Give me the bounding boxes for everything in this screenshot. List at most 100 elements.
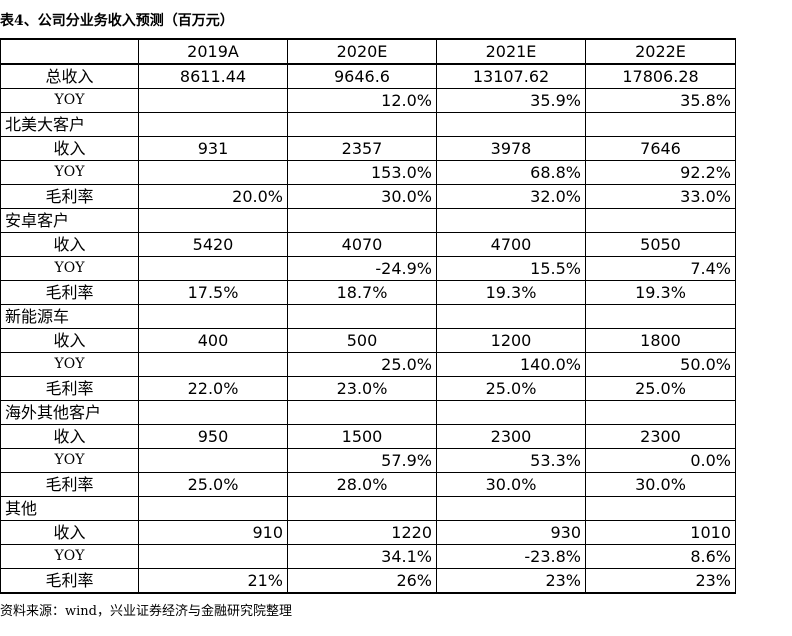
value-cell: 30.0%	[436, 472, 586, 497]
value-cell: 23.0%	[287, 376, 437, 401]
row-label: 总收入	[0, 63, 139, 89]
row-label: 收入	[0, 328, 139, 353]
empty-cell	[287, 112, 437, 137]
row-label: 收入	[0, 424, 139, 449]
row-label: 毛利率	[0, 184, 139, 209]
value-cell: 35.8%	[585, 88, 736, 113]
value-cell: 28.0%	[287, 472, 437, 497]
value-cell: 30.0%	[585, 472, 736, 497]
value-cell: 9646.6	[287, 63, 437, 89]
empty-cell	[138, 496, 288, 521]
value-cell: -23.8%	[436, 544, 586, 569]
table-row: 毛利率 22.0% 23.0% 25.0% 25.0%	[0, 376, 736, 401]
row-label: 毛利率	[0, 568, 139, 594]
value-cell: 33.0%	[585, 184, 736, 209]
row-label: 毛利率	[0, 280, 139, 305]
row-label: YOY	[0, 256, 139, 281]
table-row: 收入 400 500 1200 1800	[0, 328, 736, 353]
header-cell-2022e: 2022E	[585, 38, 736, 65]
row-label: 收入	[0, 136, 139, 161]
value-cell: 26%	[287, 568, 437, 594]
value-cell: 500	[287, 328, 437, 353]
empty-cell	[436, 304, 586, 329]
value-cell: 25.0%	[287, 352, 437, 377]
value-cell	[138, 88, 288, 113]
value-cell: 53.3%	[436, 448, 586, 473]
section-row: 海外其他客户	[0, 400, 736, 425]
value-cell: 153.0%	[287, 160, 437, 185]
empty-cell	[436, 400, 586, 425]
value-cell: 5420	[138, 232, 288, 257]
row-label: 毛利率	[0, 376, 139, 401]
table-row: YOY 153.0% 68.8% 92.2%	[0, 160, 736, 185]
section-label: 新能源车	[0, 304, 139, 329]
empty-cell	[287, 304, 437, 329]
empty-cell	[287, 208, 437, 233]
value-cell: 1800	[585, 328, 736, 353]
value-cell: 7646	[585, 136, 736, 161]
empty-cell	[138, 400, 288, 425]
section-row: 北美大客户	[0, 112, 736, 137]
value-cell: 25.0%	[436, 376, 586, 401]
value-cell: 17.5%	[138, 280, 288, 305]
row-label: YOY	[0, 544, 139, 569]
row-label: 收入	[0, 520, 139, 545]
revenue-forecast-table: 2019A 2020E 2021E 2022E 总收入 8611.44 9646.6…	[0, 38, 736, 594]
value-cell: 32.0%	[436, 184, 586, 209]
value-cell	[138, 448, 288, 473]
row-label: YOY	[0, 160, 139, 185]
table-row: 毛利率 25.0% 28.0% 30.0% 30.0%	[0, 472, 736, 497]
table-row: 收入 931 2357 3978 7646	[0, 136, 736, 161]
row-label: YOY	[0, 88, 139, 113]
value-cell: 2300	[585, 424, 736, 449]
value-cell	[138, 352, 288, 377]
value-cell: 950	[138, 424, 288, 449]
value-cell: 92.2%	[585, 160, 736, 185]
row-label: 毛利率	[0, 472, 139, 497]
value-cell: 931	[138, 136, 288, 161]
empty-cell	[585, 400, 736, 425]
value-cell: 19.3%	[436, 280, 586, 305]
value-cell: 21%	[138, 568, 288, 594]
value-cell	[138, 160, 288, 185]
row-label: YOY	[0, 352, 139, 377]
value-cell: 1200	[436, 328, 586, 353]
value-cell: 50.0%	[585, 352, 736, 377]
section-label: 北美大客户	[0, 112, 139, 137]
table-row: 毛利率 21% 26% 23% 23%	[0, 568, 736, 594]
value-cell: 15.5%	[436, 256, 586, 281]
section-label: 海外其他客户	[0, 400, 139, 425]
value-cell: 30.0%	[287, 184, 437, 209]
table-title: 表4、公司分业务收入预测（百万元）	[0, 13, 234, 29]
section-row: 安卓客户	[0, 208, 736, 233]
source-note: 资料来源：wind，兴业证券经济与金融研究院整理	[0, 604, 292, 619]
value-cell: 140.0%	[436, 352, 586, 377]
table-row: 毛利率 17.5% 18.7% 19.3% 19.3%	[0, 280, 736, 305]
header-cell-2021e: 2021E	[436, 38, 586, 65]
table-row: YOY 12.0% 35.9% 35.8%	[0, 88, 736, 113]
value-cell: 57.9%	[287, 448, 437, 473]
table-row: YOY -24.9% 15.5% 7.4%	[0, 256, 736, 281]
table-row: 收入 910 1220 930 1010	[0, 520, 736, 545]
empty-cell	[585, 208, 736, 233]
value-cell: 4070	[287, 232, 437, 257]
value-cell: 1500	[287, 424, 437, 449]
empty-cell	[287, 400, 437, 425]
table-row: 毛利率 20.0% 30.0% 32.0% 33.0%	[0, 184, 736, 209]
section-label: 安卓客户	[0, 208, 139, 233]
table-row: YOY 25.0% 140.0% 50.0%	[0, 352, 736, 377]
value-cell: 5050	[585, 232, 736, 257]
empty-cell	[287, 496, 437, 521]
empty-cell	[138, 304, 288, 329]
value-cell: -24.9%	[287, 256, 437, 281]
value-cell: 12.0%	[287, 88, 437, 113]
section-row: 新能源车	[0, 304, 736, 329]
table-row: 总收入 8611.44 9646.6 13107.62 17806.28	[0, 63, 736, 89]
table-row: 收入 950 1500 2300 2300	[0, 424, 736, 449]
value-cell: 18.7%	[287, 280, 437, 305]
value-cell: 3978	[436, 136, 586, 161]
section-label: 其他	[0, 496, 139, 521]
empty-cell	[585, 304, 736, 329]
value-cell: 13107.62	[436, 63, 586, 89]
value-cell: 34.1%	[287, 544, 437, 569]
